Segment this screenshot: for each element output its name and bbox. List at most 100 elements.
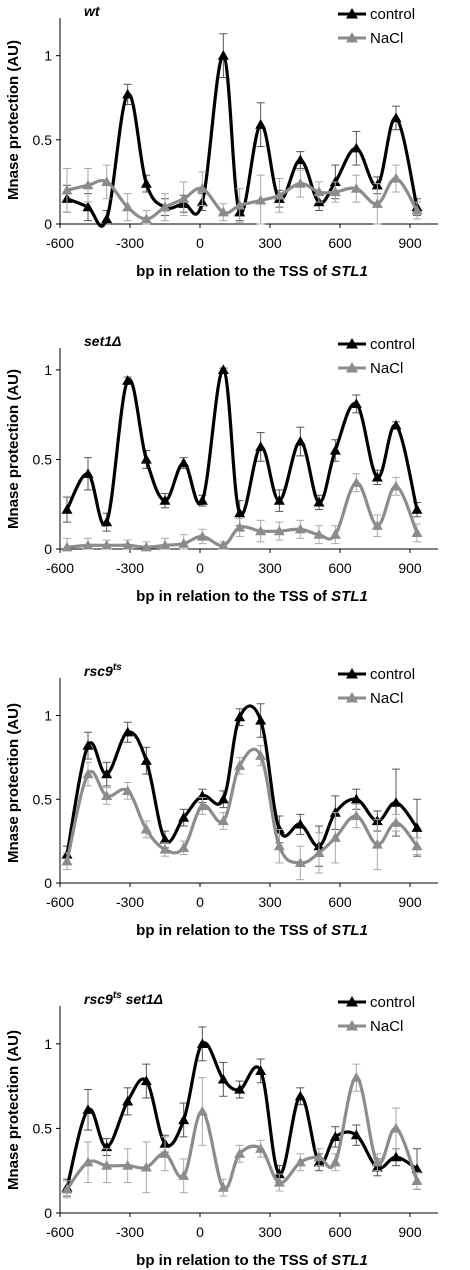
x-axis-title: bp in relation to the TSS of STL1: [136, 922, 368, 939]
series-nacl: [61, 473, 423, 552]
chart-panel-2: 0 0.5 1 -600 -300 0 300 600 900 bp in relation to…: [5, 333, 438, 605]
x-tick-label: 0: [196, 1224, 204, 1240]
data-point-marker: [294, 1090, 306, 1101]
data-point-marker: [255, 441, 267, 452]
data-point-marker: [82, 740, 94, 750]
data-point-marker: [350, 398, 362, 409]
data-point-marker: [122, 539, 134, 550]
data-point-marker: [178, 842, 190, 852]
data-point-marker: [371, 520, 383, 530]
panel-title: wt: [84, 3, 101, 19]
data-point-marker: [273, 1177, 285, 1187]
y-tick-label: 0: [44, 216, 52, 232]
data-point-marker: [140, 1161, 152, 1172]
data-point-marker: [140, 755, 152, 765]
data-point-marker: [140, 453, 152, 464]
x-tick-label: -300: [116, 560, 144, 576]
data-point-marker: [390, 173, 402, 183]
data-point-marker: [329, 1156, 341, 1167]
data-point-marker: [196, 800, 208, 811]
data-point-marker: [255, 525, 267, 536]
x-tick-label: 600: [328, 235, 352, 251]
data-point-marker: [82, 179, 94, 190]
data-point-marker: [217, 364, 229, 375]
legend-label: NaCl: [370, 1018, 403, 1035]
data-point-marker: [390, 112, 402, 123]
x-tick-label: 300: [258, 1224, 282, 1240]
data-point-marker: [178, 457, 190, 468]
data-point-marker: [101, 1160, 113, 1170]
legend-entry-control: control: [338, 994, 415, 1011]
data-point-marker: [159, 1148, 171, 1158]
x-tick-label: -300: [116, 1224, 144, 1240]
data-point-marker: [82, 201, 94, 212]
y-axis-title: Mnase protection (AU): [5, 40, 22, 200]
legend-swatch-marker: [346, 996, 358, 1007]
data-point-marker: [313, 496, 325, 507]
data-point-marker: [101, 768, 113, 779]
data-point-marker: [217, 539, 229, 550]
data-point-marker: [82, 468, 94, 478]
data-point-marker: [371, 471, 383, 482]
y-tick-label: 1: [44, 1036, 52, 1052]
data-point-marker: [350, 793, 362, 804]
data-point-marker: [294, 818, 306, 829]
data-point-marker: [178, 812, 190, 822]
data-point-marker: [234, 522, 246, 532]
panel-title: rsc9ts set1Δ: [84, 990, 163, 1007]
x-tick-label: 600: [328, 894, 352, 910]
x-tick-label: -600: [46, 560, 74, 576]
legend-entry-nacl: NaCl: [338, 1018, 403, 1035]
data-point-marker: [255, 750, 267, 760]
data-point-marker: [390, 1122, 402, 1133]
data-point-marker: [350, 142, 362, 153]
x-tick-label: -300: [116, 235, 144, 251]
data-point-marker: [273, 1168, 285, 1179]
data-point-marker: [255, 1143, 267, 1153]
data-point-marker: [390, 797, 402, 807]
data-point-marker: [411, 205, 423, 215]
data-point-marker: [329, 445, 341, 455]
data-point-marker: [294, 154, 306, 165]
data-point-marker: [313, 186, 325, 197]
data-point-marker: [178, 1170, 190, 1180]
data-point-marker: [122, 375, 134, 385]
series-nacl: [61, 164, 423, 225]
data-point-marker: [101, 213, 113, 224]
data-point-marker: [217, 793, 229, 804]
series-control: [61, 1026, 423, 1197]
data-point-marker: [350, 1129, 362, 1140]
x-tick-label: 0: [196, 560, 204, 576]
y-tick-label: 1: [44, 48, 52, 64]
data-point-marker: [411, 822, 423, 832]
chart-panel-3: 0 0.5 1 -600 -300 0 300 600 900 bp in relation to…: [5, 662, 438, 939]
data-point-marker: [101, 176, 113, 187]
legend-label: NaCl: [370, 30, 403, 47]
data-point-marker: [255, 119, 267, 129]
data-point-marker: [217, 1182, 229, 1192]
data-point-marker: [234, 1148, 246, 1158]
y-tick-label: 0.5: [33, 791, 53, 807]
data-point-marker: [178, 193, 190, 203]
data-point-marker: [313, 1151, 325, 1162]
data-point-marker: [159, 495, 171, 505]
data-point-marker: [61, 541, 73, 552]
data-point-marker: [350, 1072, 362, 1082]
x-tick-label: 300: [258, 560, 282, 576]
data-point-marker: [217, 206, 229, 217]
data-point-marker: [329, 807, 341, 817]
data-point-marker: [178, 538, 190, 548]
data-point-marker: [329, 1131, 341, 1141]
y-tick-label: 0.5: [33, 451, 53, 467]
data-point-marker: [196, 495, 208, 505]
data-point-marker: [350, 477, 362, 487]
y-tick-label: 0: [44, 1205, 52, 1221]
data-point-marker: [159, 201, 171, 212]
y-tick-label: 1: [44, 708, 52, 724]
legend-entry-nacl: NaCl: [338, 30, 403, 47]
legend-label: control: [370, 6, 415, 23]
legend-entry-control: control: [338, 666, 415, 683]
series-line: [65, 1076, 419, 1191]
x-tick-label: 600: [328, 560, 352, 576]
